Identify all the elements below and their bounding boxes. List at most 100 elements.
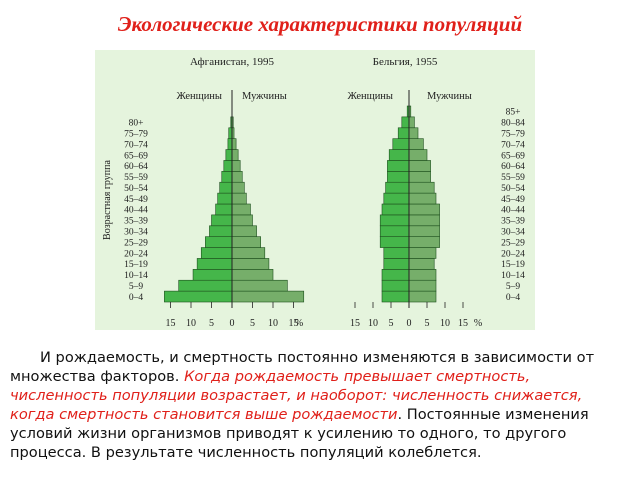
women-bar-2-15 [397, 127, 410, 139]
age-label-2-13: 65–69 [501, 151, 525, 161]
men-bar-2-1 [408, 279, 437, 292]
age-label-1-10: 50–54 [124, 184, 148, 194]
age-label-2-12: 60–64 [501, 162, 525, 172]
men-bar-2-2 [408, 269, 437, 281]
age-label-1-11: 55–59 [124, 173, 148, 183]
age-label-1-9: 45–49 [124, 195, 148, 205]
men-bar-1-7 [231, 214, 253, 227]
women-bar-2-3 [383, 258, 410, 270]
women-bar-1-11 [221, 171, 233, 183]
x-tick-label-1-6: 15 [289, 318, 299, 329]
age-label-2-16: 80–84 [501, 119, 525, 129]
age-label-2-17: 85+ [506, 108, 521, 118]
women-bar-2-6 [379, 225, 410, 237]
unit-label-2: % [474, 318, 482, 329]
age-label-2-14: 70–74 [501, 140, 525, 150]
women-bar-2-16 [401, 116, 410, 129]
men-bar-1-1 [231, 279, 288, 292]
age-label-2-3: 15–19 [501, 260, 525, 270]
age-label-1-14: 70–74 [124, 140, 148, 150]
age-label-1-5: 25–29 [124, 238, 148, 248]
age-label-1-15: 75–79 [124, 129, 148, 139]
x-tick-label-2-0: 15 [350, 318, 360, 329]
age-label-1-7: 35–39 [124, 217, 148, 227]
age-label-2-4: 20–24 [501, 249, 525, 259]
age-label-2-0: 0–4 [506, 293, 521, 303]
women-bar-2-8 [381, 203, 410, 216]
age-label-1-12: 60–64 [124, 162, 148, 172]
women-bar-2-2 [381, 269, 410, 281]
women-bar-1-10 [219, 181, 233, 194]
x-tick-label-2-4: 5 [425, 318, 430, 329]
men-bar-2-16 [408, 116, 415, 129]
age-pyramids-chart: Возрастная группа Афганистан, 1995 Женщи… [102, 56, 525, 329]
men-bar-2-9 [408, 192, 437, 205]
men-bar-1-11 [231, 171, 243, 183]
pyramid-caption-2: Бельгия, 1955 [373, 56, 438, 68]
x-tick-label-1-3: 0 [230, 318, 235, 329]
y-axis-title: Возрастная группа [102, 160, 113, 240]
women-bar-1-14 [227, 138, 233, 150]
men-bar-1-2 [231, 269, 274, 281]
women-bar-1-1 [178, 279, 233, 292]
women-bar-1-7 [211, 214, 233, 227]
women-label-1: Женщины [176, 91, 222, 102]
women-bar-2-13 [388, 149, 410, 161]
women-bar-2-0 [381, 290, 410, 303]
women-bar-1-9 [217, 192, 233, 205]
age-label-1-13: 65–69 [124, 151, 148, 161]
men-bar-1-9 [231, 192, 247, 205]
men-bar-1-6 [231, 225, 257, 237]
men-bar-2-11 [408, 171, 431, 183]
x-tick-label-1-2: 5 [209, 318, 214, 329]
men-bar-2-13 [408, 149, 428, 161]
women-bar-1-2 [192, 269, 233, 281]
men-bar-2-8 [408, 203, 440, 216]
men-bar-1-4 [231, 247, 266, 259]
women-bar-2-10 [385, 181, 410, 194]
women-bar-2-1 [381, 279, 410, 292]
age-label-2-15: 75–79 [501, 129, 525, 139]
men-bar-2-3 [408, 258, 435, 270]
age-label-2-10: 50–54 [501, 184, 525, 194]
age-label-2-2: 10–14 [501, 271, 525, 281]
women-bar-1-3 [196, 258, 233, 270]
x-tick-label-1-5: 10 [268, 318, 278, 329]
men-bar-2-5 [408, 236, 440, 248]
age-label-1-8: 40–44 [124, 206, 148, 216]
women-bar-2-14 [392, 138, 410, 150]
women-bar-1-13 [225, 149, 233, 161]
age-label-1-0: 0–4 [129, 293, 144, 303]
women-bar-1-12 [223, 160, 233, 172]
men-bar-2-15 [408, 127, 419, 139]
men-bar-2-10 [408, 181, 435, 194]
women-label-2: Женщины [347, 91, 393, 102]
x-tick-label-2-5: 10 [440, 318, 450, 329]
age-label-1-3: 15–19 [124, 260, 148, 270]
men-bar-1-5 [231, 236, 262, 248]
body-paragraph: И рождаемость, и смертность постоянно из… [10, 348, 615, 462]
women-bar-2-12 [387, 160, 410, 172]
slide-title: Экологические характеристики популяций [117, 12, 523, 36]
age-label-2-7: 35–39 [501, 217, 525, 227]
body-text-part-1: И рождаемость, и смертность постоянно из… [10, 349, 595, 385]
women-bar-1-6 [209, 225, 233, 237]
men-bar-1-8 [231, 203, 251, 216]
men-bar-1-3 [231, 258, 270, 270]
age-label-1-4: 20–24 [124, 249, 148, 259]
women-bar-1-8 [215, 203, 233, 216]
women-bar-2-9 [383, 192, 410, 205]
men-bar-1-14 [231, 138, 237, 150]
men-bar-2-14 [408, 138, 424, 150]
age-label-2-11: 55–59 [501, 173, 525, 183]
women-bar-1-5 [205, 236, 233, 248]
body-text-emphasis: Когда рождаемость превышает смертность, … [10, 368, 583, 423]
age-label-2-8: 40–44 [501, 206, 525, 216]
x-tick-label-1-4: 5 [250, 318, 255, 329]
women-bar-1-4 [200, 247, 233, 259]
women-bar-2-4 [383, 247, 410, 259]
men-bar-1-10 [231, 181, 245, 194]
x-tick-label-2-6: 15 [458, 318, 468, 329]
women-bar-2-11 [387, 171, 410, 183]
men-bar-1-0 [231, 290, 305, 303]
